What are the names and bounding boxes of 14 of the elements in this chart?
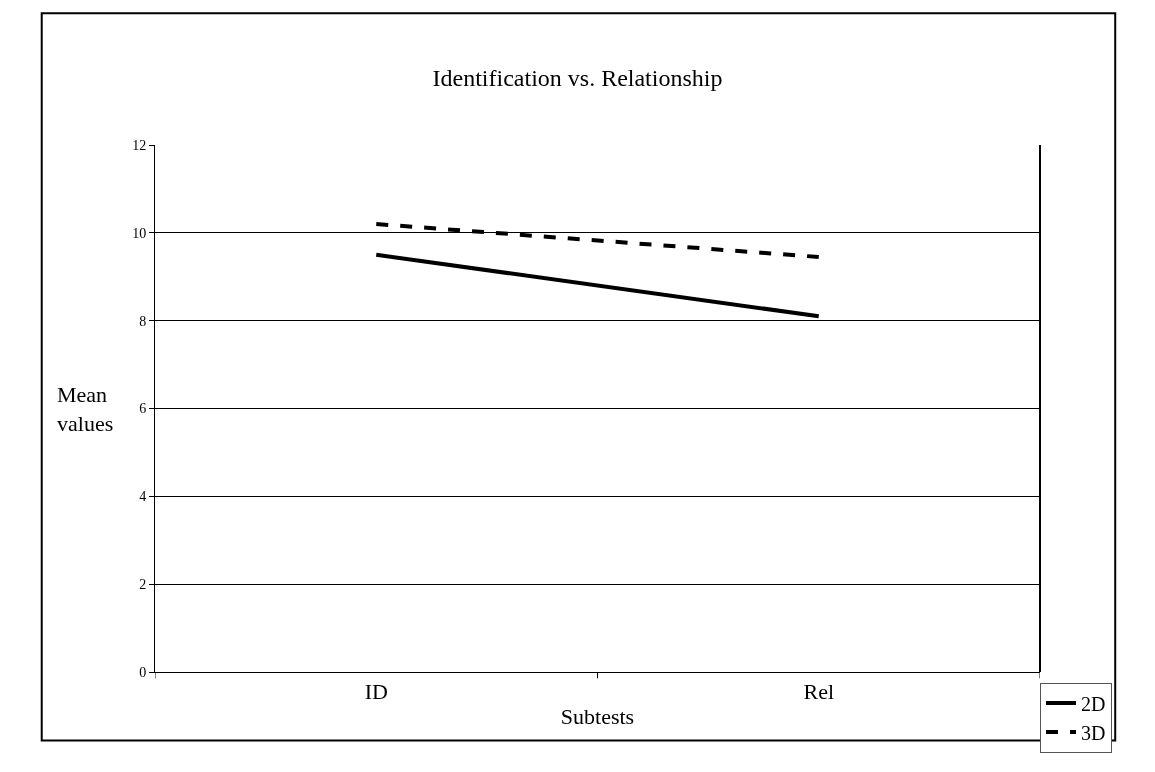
x-tick-label: Rel	[803, 679, 835, 705]
chart-title: Identification vs. Relationship	[432, 64, 723, 91]
y-tick-label: 0	[139, 664, 147, 680]
legend-label: 3D	[1081, 721, 1106, 744]
x-axis-title: Subtests	[560, 704, 635, 730]
y-tick-label: 8	[139, 313, 147, 329]
y-tick-label: 2	[139, 577, 147, 593]
y-axis-title: Mean values	[57, 382, 114, 436]
y-tick-label: 12	[132, 137, 147, 153]
legend-label: 2D	[1081, 692, 1106, 715]
y-tick-label: 4	[139, 489, 147, 505]
y-tick-label: 10	[132, 225, 147, 241]
x-tick-label: ID	[364, 679, 388, 705]
y-tick-label: 6	[139, 401, 147, 417]
